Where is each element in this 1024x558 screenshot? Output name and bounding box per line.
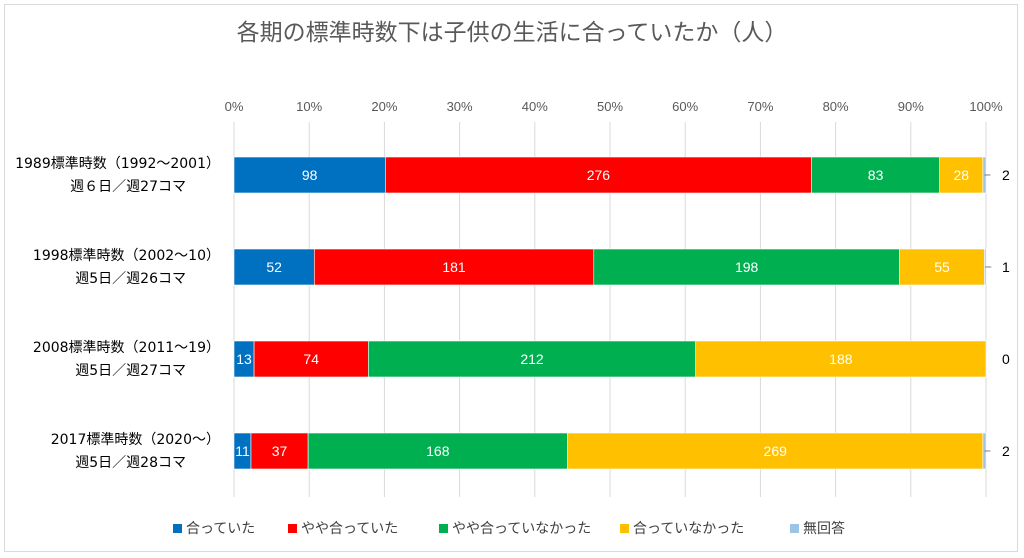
- category-label-line1: 2008標準時数（2011～19）: [33, 340, 220, 356]
- data-label: 212: [520, 351, 544, 367]
- data-label: 181: [442, 259, 466, 275]
- data-label: 28: [954, 167, 970, 183]
- data-label: 0: [1002, 351, 1010, 367]
- x-tick-label: 10%: [296, 99, 322, 114]
- category-label-line2: 週5日／週27コマ: [75, 363, 186, 379]
- category-label-line1: 1998標準時数（2002～10）: [33, 248, 220, 264]
- bar-segment: [593, 248, 900, 286]
- bar-segment: [250, 432, 309, 470]
- x-tick-label: 50%: [597, 99, 623, 114]
- category-labels: 1989標準時数（1992～2001） 週６日／週27コマ 1998標準時数（200…: [15, 156, 220, 471]
- data-label: 168: [426, 443, 450, 459]
- bar-segment: [899, 248, 985, 286]
- category-label-line2: 週5日／週26コマ: [75, 271, 186, 287]
- bar-segment: [385, 156, 812, 194]
- bar-segment: [939, 156, 984, 194]
- legend-label: やや合っていた: [301, 521, 398, 537]
- x-tick-label: 100%: [969, 99, 1003, 114]
- data-label: 11: [235, 443, 250, 459]
- legend-swatch: [790, 524, 799, 533]
- legend-label: 無回答: [803, 520, 845, 537]
- chart-title: 各期の標準時数下は子供の生活に合っていたか（人）: [237, 20, 788, 46]
- legend-swatch: [620, 524, 629, 533]
- data-label: 52: [266, 259, 282, 275]
- bar-segment: [313, 248, 595, 286]
- data-label: 269: [764, 443, 788, 459]
- data-label: 276: [587, 167, 611, 183]
- category-label-line1: 2017標準時数（2020～）: [51, 432, 220, 448]
- data-label: 74: [303, 351, 319, 367]
- data-label: 1: [1002, 259, 1010, 275]
- data-label: 13: [236, 351, 252, 367]
- x-tick-label: 0%: [225, 99, 244, 114]
- x-tick-label: 60%: [672, 99, 698, 114]
- legend-swatch: [439, 524, 448, 533]
- bar-segment: [307, 432, 568, 470]
- bar-segment: [811, 156, 940, 194]
- data-labels: 98 276 83 28 2 52 181 198 55 1 13 74 212 188 0 11 37 168 2…: [235, 167, 1010, 459]
- category-label-line2: 週６日／週27コマ: [70, 179, 186, 195]
- data-label: 188: [829, 351, 853, 367]
- bars: [233, 156, 987, 470]
- x-tick-label: 30%: [447, 99, 473, 114]
- category-label-line1: 1989標準時数（1992～2001）: [15, 156, 220, 172]
- legend-swatch: [288, 524, 297, 533]
- x-tick-label: 80%: [823, 99, 849, 114]
- bar-segment: [695, 340, 987, 378]
- x-tick-label: 20%: [371, 99, 397, 114]
- data-label: 37: [272, 443, 288, 459]
- x-axis-ticks: 0% 10% 20% 30% 40% 50% 60% 70% 80% 90% 100%: [225, 99, 1003, 114]
- data-label: 2: [1002, 167, 1010, 183]
- x-tick-label: 40%: [522, 99, 548, 114]
- bar-segment: [368, 340, 697, 378]
- legend-label: やや合っていなかった: [452, 521, 591, 537]
- bar-segment: [253, 340, 369, 378]
- data-label: 98: [302, 167, 318, 183]
- legend-label: 合っていなかった: [633, 521, 744, 537]
- data-label: 198: [735, 259, 759, 275]
- legend-swatch: [173, 524, 182, 533]
- data-label: 83: [868, 167, 884, 183]
- legend: 合っていた やや合っていた やや合っていなかった 合っていなかった 無回答: [173, 520, 845, 537]
- x-tick-label: 90%: [898, 99, 924, 114]
- bar-segment: [567, 432, 984, 470]
- legend-label: 合っていた: [186, 521, 255, 537]
- data-label: 55: [934, 259, 950, 275]
- category-label-line2: 週5日／週28コマ: [75, 455, 186, 471]
- x-tick-label: 70%: [747, 99, 773, 114]
- data-label: 2: [1002, 443, 1010, 459]
- bar-segment: [233, 156, 386, 194]
